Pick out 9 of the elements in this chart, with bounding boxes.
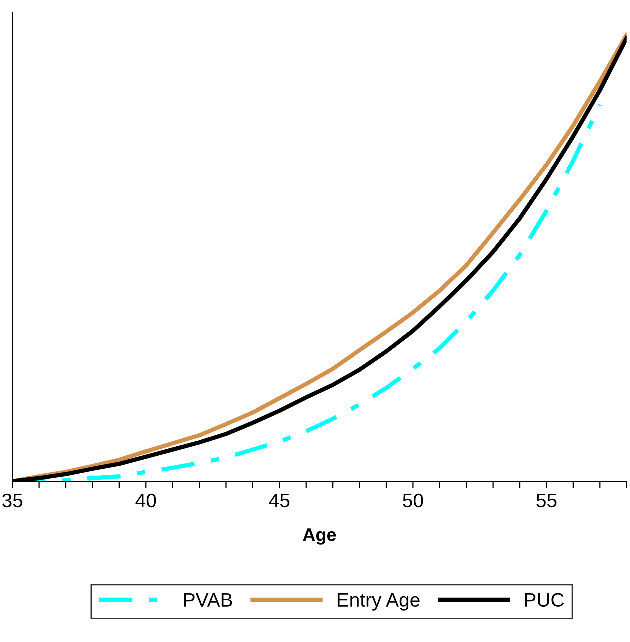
x-tick-label: 55 bbox=[536, 494, 557, 508]
x-tick-label: 40 bbox=[136, 494, 156, 508]
x-tick-label: 50 bbox=[403, 494, 424, 508]
x-tick-label: 35 bbox=[2, 494, 23, 508]
x-tick-label: 45 bbox=[269, 494, 290, 508]
legend-label: PVAB bbox=[184, 593, 232, 607]
legend-label: PUC bbox=[525, 593, 564, 608]
legend-label: Entry Age bbox=[338, 593, 420, 611]
x-axis-title: Age bbox=[303, 528, 336, 545]
